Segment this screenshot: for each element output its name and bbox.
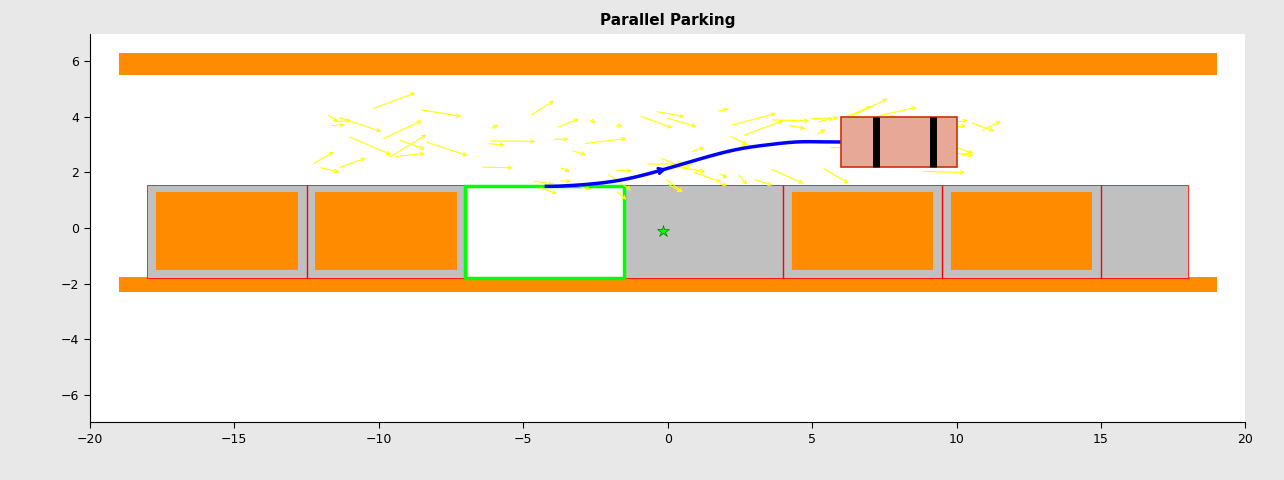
Bar (465, 186, 624, 278)
Bar (465, 186, 624, 278)
Bar (950, 192, 1093, 270)
Bar (315, 192, 457, 270)
Bar (1100, 186, 1188, 278)
Title: Parallel Parking: Parallel Parking (600, 13, 736, 28)
Bar (841, 117, 957, 167)
Bar (148, 186, 1188, 278)
Bar (148, 186, 307, 278)
Bar (792, 192, 933, 270)
Bar (624, 186, 783, 278)
Bar (307, 186, 465, 278)
Bar (942, 186, 1100, 278)
Bar (118, 53, 1216, 75)
Bar (783, 186, 942, 278)
Bar (118, 276, 1216, 292)
Bar (157, 192, 298, 270)
